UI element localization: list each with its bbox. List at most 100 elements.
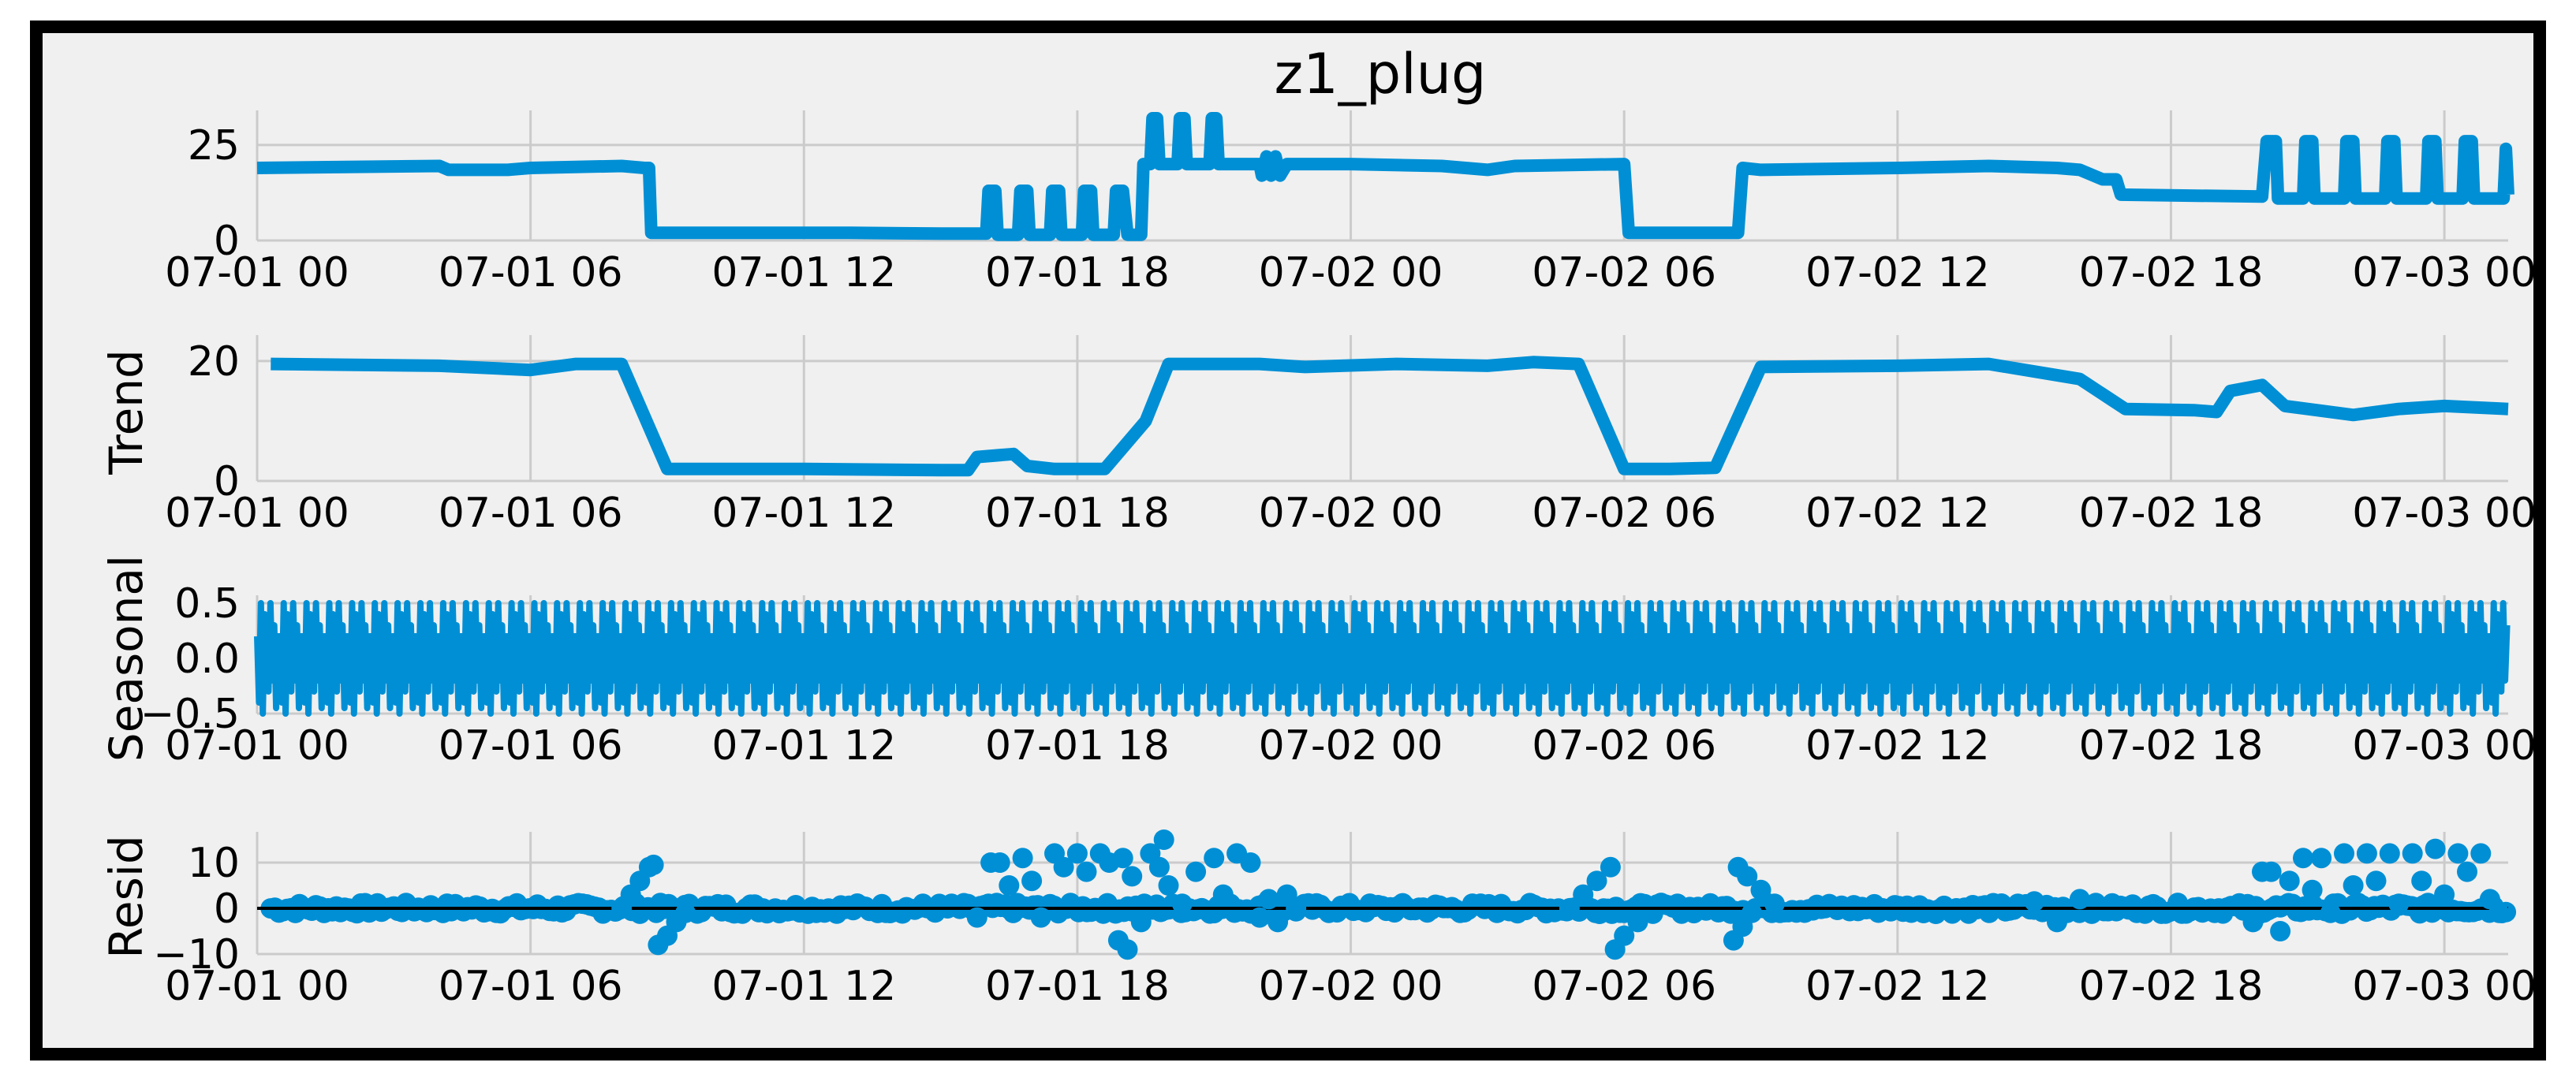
x-tick-label: 07-02 00: [1259, 490, 1443, 537]
x-tick-label: 07-02 18: [2079, 249, 2264, 296]
panel-trend: 07-01 00 07-01 06 07-01 12 07-01 18 07-02 00…: [99, 335, 2537, 537]
y-tick-label: 0: [214, 885, 240, 933]
resid-point: [1076, 861, 1097, 882]
y-axis-label: Resid: [99, 835, 153, 959]
x-tick-label: 07-02 12: [1805, 249, 1990, 296]
resid-point: [2388, 893, 2410, 915]
panel-observed: 07-01 00 07-01 06 07-01 12 07-01 18 07-02 00…: [165, 110, 2537, 296]
resid-point: [1053, 856, 1074, 878]
resid-point: [2425, 838, 2446, 859]
seasonal-line: [254, 600, 2511, 717]
chart-panels: 07-01 00 07-01 06 07-01 12 07-01 18 07-02 00…: [99, 110, 2537, 1010]
resid-point: [2279, 870, 2300, 892]
x-tick-label: 07-02 12: [1805, 490, 1990, 537]
x-tick-label: 07-03 00: [2352, 249, 2537, 296]
resid-point: [1240, 852, 1261, 873]
x-tick-label: 07-01 18: [985, 249, 1170, 296]
resid-point: [2320, 902, 2341, 923]
resid-point: [2488, 902, 2510, 923]
x-tick-label: 07-01 18: [985, 490, 1170, 537]
x-tick-label: 07-01 12: [711, 722, 896, 770]
resid-point: [1148, 856, 1170, 878]
resid-point: [1573, 884, 1594, 905]
resid-point: [1258, 889, 1279, 910]
x-tick-label: 07-02 18: [2079, 963, 2264, 1010]
resid-point: [1737, 866, 1758, 887]
resid-point: [966, 907, 987, 928]
resid-point: [2270, 921, 2291, 941]
resid-point: [2334, 843, 2354, 864]
resid-point: [1122, 866, 1143, 887]
chart-title: z1_plug: [1275, 42, 1487, 106]
x-tick-label: 07-01 00: [165, 490, 349, 537]
resid-point: [1185, 861, 1207, 882]
resid-point: [1212, 884, 1234, 905]
resid-point: [2311, 848, 2332, 869]
resid-point: [1030, 907, 1051, 928]
resid-point: [2379, 843, 2400, 864]
trend-line: [271, 356, 2509, 477]
resid-point: [1171, 893, 1193, 915]
y-axis-label: Trend: [99, 349, 153, 475]
resid-point: [2242, 911, 2264, 933]
x-tick-label: 07-01 00: [165, 963, 349, 1010]
resid-point: [989, 852, 1010, 873]
x-tick-label: 07-01 06: [439, 963, 623, 1010]
panel-seasonal: 07-01 00 07-01 06 07-01 12 07-01 18 07-02 00…: [99, 555, 2537, 770]
resid-point: [1107, 930, 1129, 951]
resid-point: [1066, 843, 1088, 864]
x-tick-label: 07-01 18: [985, 963, 1170, 1010]
y-tick-label: 20: [188, 338, 240, 386]
x-tick-label: 07-03 00: [2352, 722, 2537, 770]
resid-point: [2302, 879, 2323, 900]
resid-point: [1614, 925, 1635, 946]
resid-point: [1559, 898, 1580, 919]
observed-line: [256, 112, 2514, 241]
resid-point: [2457, 861, 2477, 882]
x-tick-label: 07-02 18: [2079, 722, 2264, 770]
resid-point: [1249, 907, 1270, 928]
resid-point: [1586, 870, 1607, 892]
x-tick-label: 07-02 00: [1259, 963, 1443, 1010]
resid-point: [1130, 911, 1152, 933]
resid-point: [2470, 843, 2492, 864]
resid-point: [2434, 884, 2455, 905]
y-axis-label: Seasonal: [99, 555, 153, 762]
resid-point: [1764, 893, 1785, 915]
x-tick-label: 07-02 06: [1532, 722, 1716, 770]
y-tick-label: −10: [153, 931, 240, 978]
resid-point: [675, 902, 696, 923]
resid-point: [2047, 911, 2067, 933]
x-tick-label: 07-01 06: [439, 722, 623, 770]
x-tick-label: 07-02 12: [1805, 963, 1990, 1010]
y-tick-label: 0.5: [174, 580, 240, 628]
resid-point: [999, 875, 1020, 896]
resid-point: [2365, 870, 2387, 892]
resid-point: [1204, 848, 1225, 869]
resid-point: [2069, 889, 2090, 910]
x-tick-label: 07-02 00: [1259, 722, 1443, 770]
resid-point: [1267, 911, 1289, 933]
resid-point: [1750, 879, 1771, 900]
x-tick-label: 07-01 12: [711, 490, 896, 537]
x-tick-label: 07-01 12: [711, 963, 896, 1010]
resid-point: [1021, 870, 1043, 892]
resid-point: [643, 854, 664, 875]
resid-point: [1286, 898, 1307, 919]
resid-point: [2411, 870, 2432, 892]
resid-point: [1742, 902, 1762, 923]
panel-resid: 07-01 00 07-01 06 07-01 12 07-01 18 07-02 00…: [99, 829, 2537, 1010]
y-tick-label: 0.0: [174, 636, 240, 683]
x-tick-label: 07-03 00: [2352, 963, 2537, 1010]
resid-point: [2356, 843, 2377, 864]
resid-point: [1627, 911, 1648, 933]
resid-point: [2402, 843, 2423, 864]
x-tick-label: 07-02 18: [2079, 490, 2264, 537]
x-tick-label: 07-02 12: [1805, 722, 1990, 770]
y-tick-label: 0: [214, 218, 240, 265]
resid-point: [1012, 848, 1033, 869]
y-tick-label: 10: [188, 840, 240, 887]
resid-point: [2343, 875, 2364, 896]
x-tick-label: 07-01 00: [165, 249, 349, 296]
x-tick-label: 07-01 12: [711, 249, 896, 296]
